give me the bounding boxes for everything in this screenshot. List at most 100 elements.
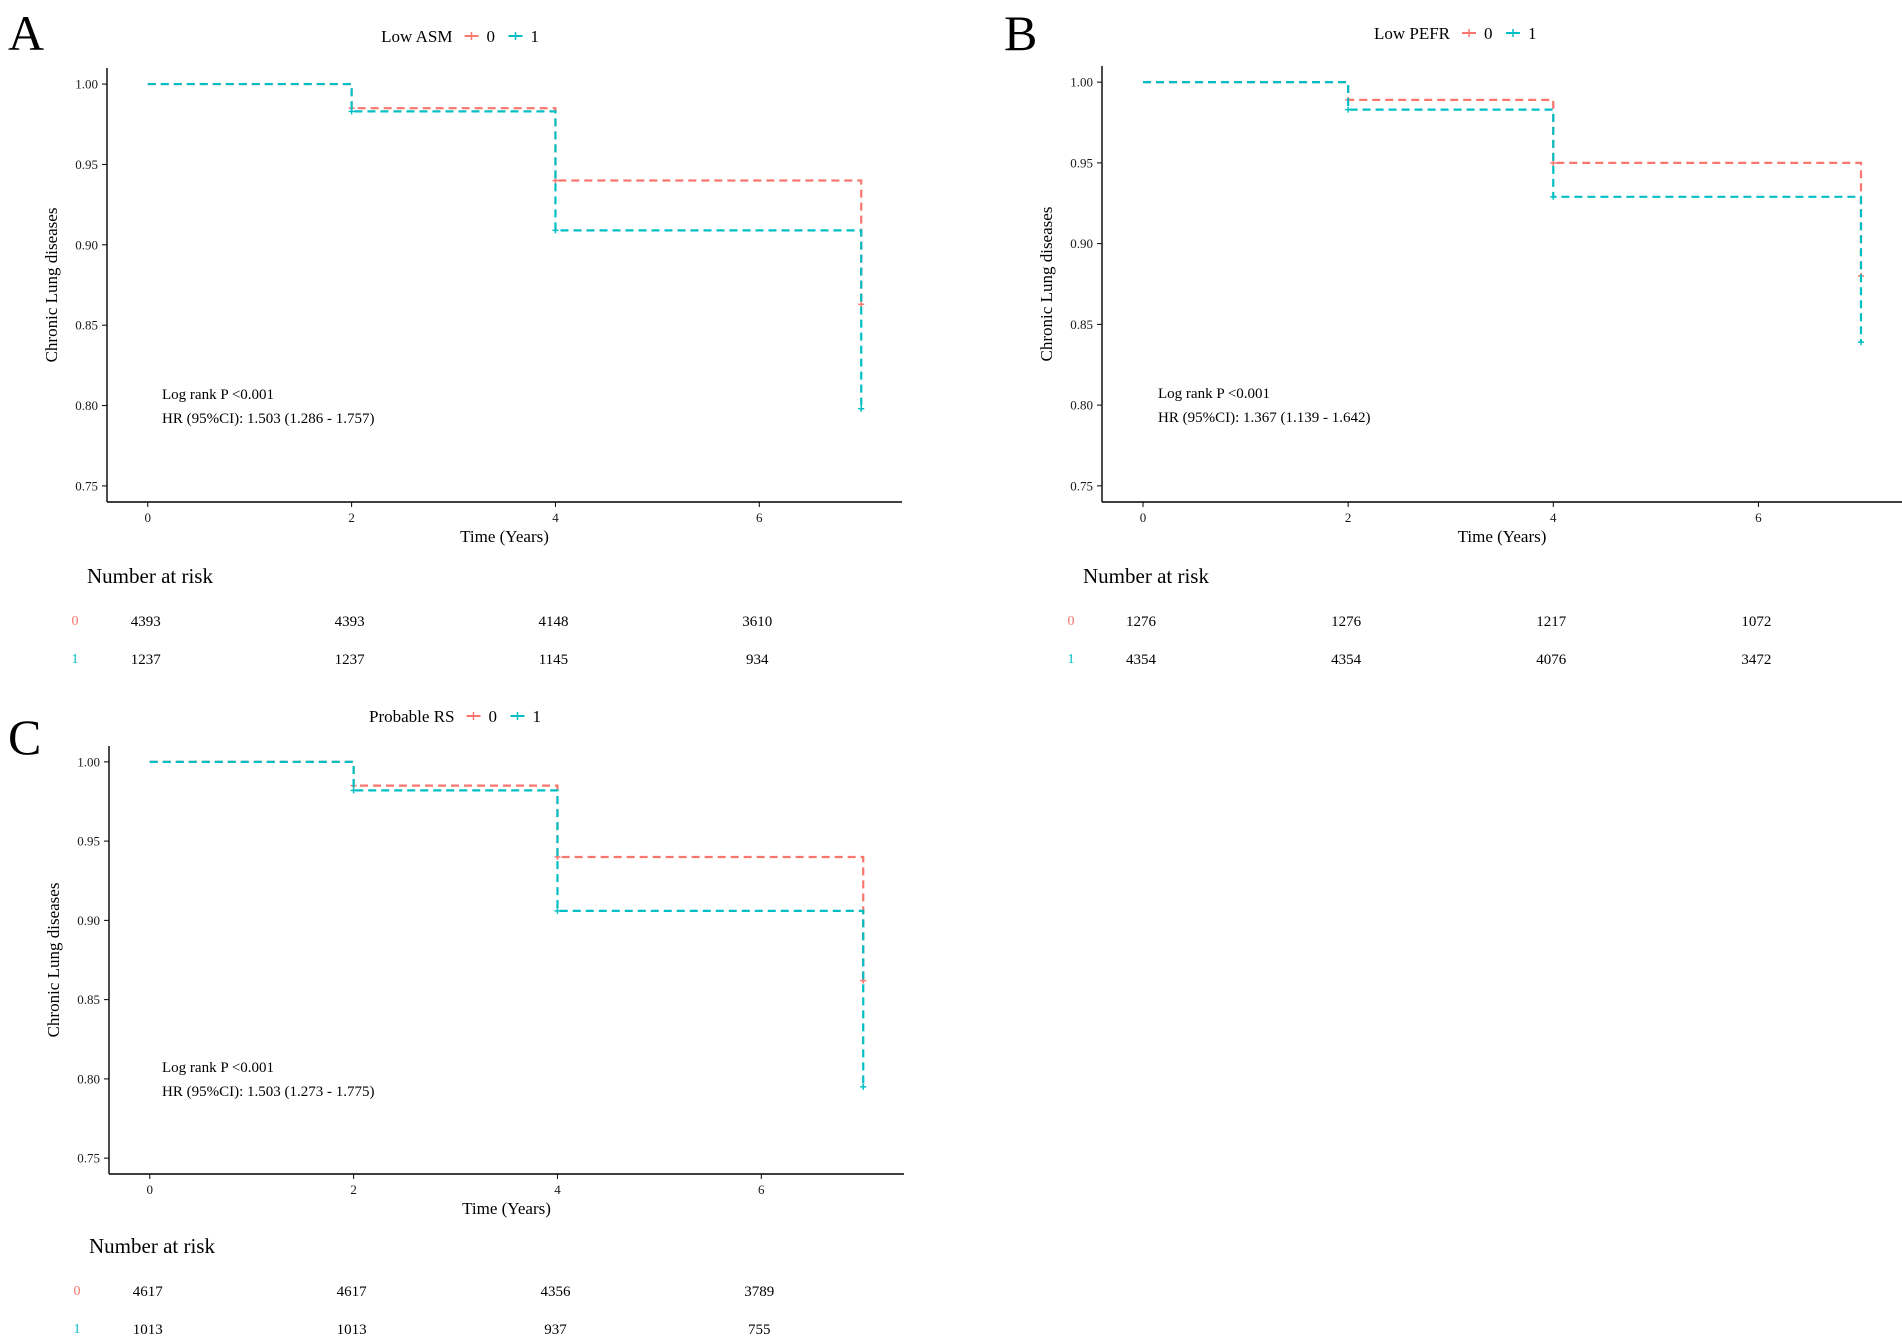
risk-table: Number at risk 0 4393 4393 4148 3610 1 1237 1237…: [72, 564, 773, 668]
risk-value: 3789: [744, 1284, 774, 1300]
risk-row-group-label: 1: [74, 1322, 81, 1336]
x-tick-label: 0: [145, 510, 152, 525]
x-tick-label: 4: [554, 1182, 561, 1197]
x-tick-label: 2: [1345, 510, 1352, 525]
risk-value: 1013: [337, 1322, 367, 1336]
y-tick-label: 0.75: [75, 478, 98, 493]
y-tick-label: 0.90: [77, 913, 100, 928]
legend-title: Low PEFR: [1374, 24, 1451, 43]
legend-title: Probable RS: [369, 707, 454, 726]
risk-value: 1276: [1331, 614, 1362, 630]
x-tick-label: 6: [1755, 510, 1762, 525]
stat-annotation: Log rank P <0.001: [1158, 386, 1270, 402]
x-axis-label: Time (Years): [1458, 527, 1547, 546]
risk-table: Number at risk 0 4617 4617 4356 3789 1 1013 1013…: [74, 1234, 775, 1336]
y-tick-label: 0.95: [1070, 155, 1093, 170]
stat-annotation: HR (95%CI): 1.503 (1.273 - 1.775): [162, 1084, 374, 1100]
km-panel-c: C Probable RS 0 1 1.00 0.95 0.90 0.85 0.80 0.75 0 2…: [8, 707, 904, 1336]
risk-row-group-label: 0: [72, 614, 79, 629]
legend: Low PEFR 0 1: [1374, 24, 1537, 43]
x-tick-label: 0: [1140, 510, 1147, 525]
risk-value: 934: [746, 652, 769, 668]
risk-row-group-label: 1: [1068, 652, 1075, 667]
y-tick-label: 0.95: [75, 157, 98, 172]
risk-value: 937: [544, 1322, 567, 1336]
y-tick-label: 0.90: [1070, 236, 1093, 251]
risk-value: 4617: [133, 1284, 164, 1300]
y-tick-label: 0.75: [1070, 478, 1093, 493]
risk-row-group-label: 1: [72, 652, 79, 667]
risk-value: 755: [748, 1322, 771, 1336]
legend-label-0: 0: [1484, 24, 1493, 43]
risk-table-title: Number at risk: [1083, 564, 1209, 588]
y-tick-label: 0.85: [75, 318, 98, 333]
risk-value: 1237: [335, 652, 366, 668]
x-axis-label: Time (Years): [460, 527, 549, 546]
y-tick-label: 1.00: [1070, 75, 1093, 90]
stat-annotation: HR (95%CI): 1.367 (1.139 - 1.642): [1158, 410, 1370, 426]
risk-value: 3610: [742, 614, 772, 630]
y-axis-label: Chronic Lung diseases: [44, 883, 63, 1038]
stat-annotation: Log rank P <0.001: [162, 1060, 274, 1076]
x-tick-label: 4: [1550, 510, 1557, 525]
y-axis-label: Chronic Lung diseases: [1037, 207, 1056, 362]
legend: Low ASM 0 1: [381, 27, 539, 46]
risk-table: Number at risk 0 1276 1276 1217 1072 1 4354 4354…: [1068, 564, 1772, 668]
y-tick-label: 0.85: [77, 992, 100, 1007]
survival-curve-group-0: [147, 82, 863, 305]
stat-annotation: Log rank P <0.001: [162, 387, 274, 403]
x-axis-label: Time (Years): [462, 1199, 551, 1218]
risk-value: 1013: [133, 1322, 163, 1336]
x-tick-label: 6: [756, 510, 763, 525]
risk-value: 4393: [335, 614, 365, 630]
y-tick-label: 0.80: [1070, 398, 1093, 413]
risk-value: 4617: [337, 1284, 368, 1300]
y-tick-label: 0.75: [77, 1151, 100, 1166]
y-tick-label: 0.80: [75, 398, 98, 413]
risk-table-title: Number at risk: [89, 1234, 215, 1258]
risk-row-group-label: 0: [1068, 614, 1075, 629]
x-tick-label: 2: [348, 510, 355, 525]
risk-value: 4076: [1536, 652, 1567, 668]
km-panel-b: B Low PEFR 0 1 1.00 0.95 0.90 0.85 0.80 0.75 0 2 4 6 T…: [1004, 5, 1902, 668]
legend-label-0: 0: [489, 707, 498, 726]
y-tick-label: 1.00: [77, 754, 100, 769]
risk-value: 4393: [131, 614, 161, 630]
panel-letter: C: [8, 709, 41, 765]
legend-label-1: 1: [1528, 24, 1537, 43]
y-tick-label: 0.90: [75, 237, 98, 252]
legend-title: Low ASM: [381, 27, 452, 46]
x-tick-label: 6: [758, 1182, 765, 1197]
risk-value: 1237: [131, 652, 162, 668]
risk-value: 1217: [1536, 614, 1567, 630]
survival-curve-group-0: [149, 760, 865, 981]
risk-value: 4354: [1126, 652, 1157, 668]
km-panel-a: A Low ASM 0 1 1.00 0.95 0.90 0.85 0.80 0.75 0 2 4 6 Ti…: [8, 5, 902, 668]
survival-curve-group-1: [147, 82, 863, 409]
legend-label-1: 1: [531, 27, 540, 46]
legend: Probable RS 0 1: [369, 707, 541, 726]
y-tick-label: 0.95: [77, 834, 100, 849]
x-tick-label: 4: [552, 510, 559, 525]
panel-letter: A: [8, 5, 44, 61]
y-axis-label: Chronic Lung diseases: [42, 208, 61, 363]
risk-value: 4354: [1331, 652, 1362, 668]
risk-value: 1072: [1741, 614, 1771, 630]
risk-row-group-label: 0: [74, 1284, 81, 1299]
survival-curve-group-1: [1143, 81, 1863, 343]
y-tick-label: 1.00: [75, 77, 98, 92]
panel-letter: B: [1004, 5, 1037, 61]
stat-annotation: HR (95%CI): 1.503 (1.286 - 1.757): [162, 411, 374, 427]
risk-value: 1276: [1126, 614, 1157, 630]
risk-value: 1145: [539, 652, 568, 668]
legend-label-1: 1: [533, 707, 542, 726]
x-tick-label: 0: [147, 1182, 154, 1197]
risk-value: 3472: [1741, 652, 1771, 668]
risk-value: 4148: [538, 614, 568, 630]
legend-label-0: 0: [487, 27, 496, 46]
y-tick-label: 0.80: [77, 1071, 100, 1086]
risk-table-title: Number at risk: [87, 564, 213, 588]
survival-curve-group-0: [1143, 81, 1863, 276]
y-tick-label: 0.85: [1070, 317, 1093, 332]
